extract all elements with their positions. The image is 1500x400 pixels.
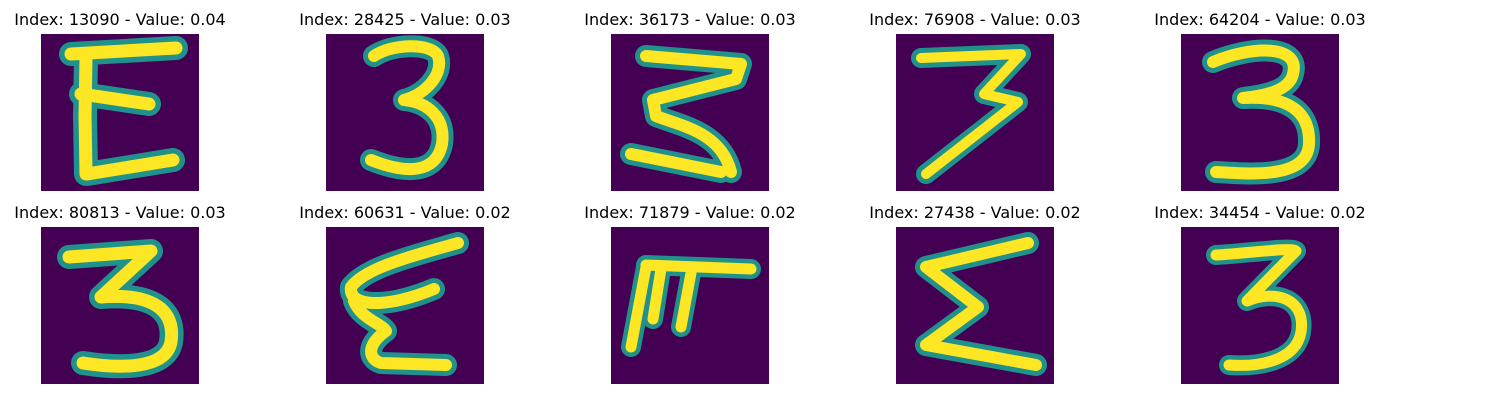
panel-title: Index: 13090 - Value: 0.04	[14, 10, 226, 29]
digit-image	[326, 227, 484, 384]
panel-8: Index: 71879 - Value: 0.02	[570, 193, 810, 385]
panel-3: Index: 36173 - Value: 0.03	[570, 0, 810, 192]
panel-title: Index: 80813 - Value: 0.03	[14, 203, 226, 222]
digit-image	[326, 34, 484, 191]
panel-title: Index: 64204 - Value: 0.03	[1154, 10, 1366, 29]
panel-10: Index: 34454 - Value: 0.02	[1140, 193, 1380, 385]
digit-image	[611, 34, 769, 191]
digit-image-svg	[896, 227, 1054, 384]
digit-image-svg	[326, 227, 484, 384]
panel-title: Index: 36173 - Value: 0.03	[584, 10, 796, 29]
digit-image	[41, 227, 199, 384]
panel-6: Index: 80813 - Value: 0.03	[0, 193, 240, 385]
panel-title: Index: 27438 - Value: 0.02	[869, 203, 1081, 222]
panel-title: Index: 60631 - Value: 0.02	[299, 203, 511, 222]
panel-title: Index: 76908 - Value: 0.03	[869, 10, 1081, 29]
digit-image-svg	[611, 227, 769, 384]
digit-image-svg	[41, 34, 199, 191]
digit-image	[41, 34, 199, 191]
digit-image	[611, 227, 769, 384]
panel-title: Index: 28425 - Value: 0.03	[299, 10, 511, 29]
digit-image	[896, 227, 1054, 384]
panel-9: Index: 27438 - Value: 0.02	[855, 193, 1095, 385]
digit-image-svg	[896, 34, 1054, 191]
digit-image-svg	[326, 34, 484, 191]
panel-5: Index: 64204 - Value: 0.03	[1140, 0, 1380, 192]
panel-title: Index: 71879 - Value: 0.02	[584, 203, 796, 222]
panel-title: Index: 34454 - Value: 0.02	[1154, 203, 1366, 222]
panel-1: Index: 13090 - Value: 0.04	[0, 0, 240, 192]
digit-image-svg	[611, 34, 769, 191]
digit-image	[896, 34, 1054, 191]
digit-image-svg	[1181, 34, 1339, 191]
digit-image-svg	[41, 227, 199, 384]
digit-image	[1181, 227, 1339, 384]
panel-7: Index: 60631 - Value: 0.02	[285, 193, 525, 385]
digit-image-svg	[1181, 227, 1339, 384]
panel-2: Index: 28425 - Value: 0.03	[285, 0, 525, 192]
digit-image	[1181, 34, 1339, 191]
panel-4: Index: 76908 - Value: 0.03	[855, 0, 1095, 192]
